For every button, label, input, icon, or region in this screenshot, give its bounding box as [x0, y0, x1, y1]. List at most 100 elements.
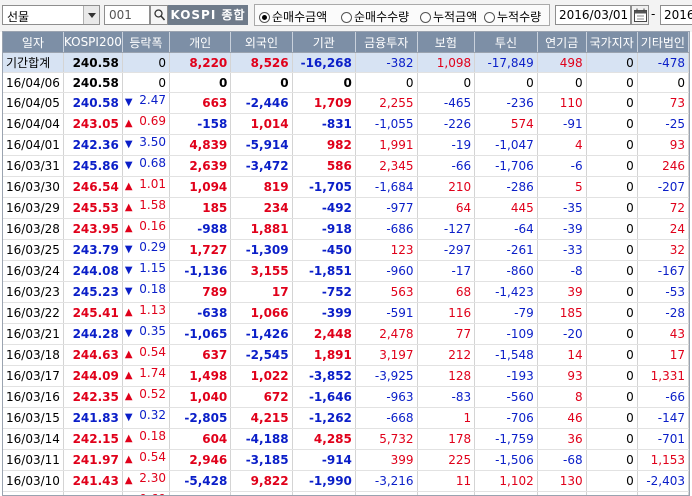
col-header[interactable]: 국가지자: [586, 32, 638, 53]
change-value: 1.15: [139, 261, 166, 275]
cell-inst: -16,268: [292, 52, 356, 73]
cell-trust: -64: [474, 218, 538, 240]
cell-trust: -860: [474, 260, 538, 282]
table-row[interactable]: 16/03/15 241.83 ▼ 0.32 -2,805 4,215 -1,262 -668…: [3, 407, 689, 429]
market-select[interactable]: 선물: [2, 5, 100, 25]
end-date-input[interactable]: 2016/: [660, 5, 692, 25]
table-row[interactable]: 16/03/17 244.09 ▲ 1.74 1,498 1,022 -3,852 -3,92…: [3, 365, 689, 387]
cell-nation: 0: [586, 302, 638, 324]
table-row[interactable]: 16/03/18 244.63 ▲ 0.54 637 -2,545 1,891 3,197 21…: [3, 344, 689, 366]
cell-foreign: -3,472: [230, 155, 293, 177]
cell-fininv: 0: [355, 72, 418, 93]
cell-change: ▲ 0.18: [122, 428, 170, 450]
col-header[interactable]: 등락폭: [122, 32, 170, 53]
cell-kospi200: 240.58: [63, 72, 123, 93]
cell-insur: 225: [417, 449, 476, 471]
triangle-down-icon: ▼: [124, 265, 133, 276]
summary-row[interactable]: 기간합계 240.58 0 8,220 8,526 -16,268 -382 1,098 -17…: [3, 52, 689, 73]
cell-nation: 0: [586, 113, 638, 135]
table-row[interactable]: 16/03/28 243.95 ▲ 0.16 -988 1,881 -918 -686 -127…: [3, 218, 689, 240]
cell-date: 16/03/29: [3, 197, 64, 219]
cell-change: ▲ 1.74: [122, 365, 170, 387]
market-select-value: 선물: [7, 10, 30, 24]
cell-change: ▼ 0.18: [122, 281, 170, 303]
cell-nation: 0: [586, 323, 638, 345]
cell-foreign: 9,822: [230, 470, 293, 492]
col-header[interactable]: 투신: [474, 32, 538, 53]
radio-net-amount[interactable]: 순매수금액: [259, 8, 327, 25]
change-value: 0.54: [139, 450, 166, 464]
calendar-icon: [634, 8, 647, 22]
cell-etc: 72: [637, 197, 689, 219]
table-row[interactable]: 16/03/21 244.28 ▼ 0.35 -1,065 -1,426 2,448 2,47…: [3, 323, 689, 345]
cell-insur: -127: [417, 218, 476, 240]
table-row[interactable]: 16/03/24 244.08 ▼ 1.15 -1,136 3,155 -1,851 -960…: [3, 260, 689, 282]
table-row[interactable]: 16/03/22 245.41 ▲ 1.13 -638 1,066 -399 -591 116-…: [3, 302, 689, 324]
cell-nation: 0: [586, 407, 638, 429]
cell-kospi200: 245.86: [63, 155, 123, 177]
cell-date: 기간합계: [3, 52, 64, 73]
triangle-down-icon: ▼: [124, 160, 133, 171]
cell-pension: 8: [537, 386, 587, 408]
table-row[interactable]: 16/03/09239.13▲0.691283,256-3,711-1,877-…: [3, 491, 689, 495]
cell-inst: -1,705: [292, 176, 356, 198]
triangle-up-icon: ▲: [124, 454, 133, 465]
cell-change: ▲ 0.69: [122, 113, 170, 135]
table-row[interactable]: 16/03/10 241.43 ▲ 2.30 -5,428 9,822 -1,990 -3,2…: [3, 470, 689, 492]
cell-change: ▲ 0.54: [122, 449, 170, 471]
table-row[interactable]: 16/04/06 240.58 0 0 0 0 0 0 0 0 0 0: [3, 72, 689, 93]
col-header[interactable]: 기관: [292, 32, 356, 53]
cell-personal: -1,065: [169, 323, 232, 345]
cell-trust: -560: [474, 386, 538, 408]
table-row[interactable]: 16/04/04 243.05 ▲ 0.69 -158 1,014 -831 -1,055 -2…: [3, 113, 689, 135]
col-header[interactable]: 일자: [3, 32, 64, 53]
table-row[interactable]: 16/03/31 245.86 ▼ 0.68 2,639 -3,472 586 2,345 -6…: [3, 155, 689, 177]
cell-nation: 0: [586, 197, 638, 219]
radio-cum-amount[interactable]: 누적금액: [420, 8, 477, 25]
table-row[interactable]: 16/03/23 245.23 ▼ 0.18 789 17 -752 563 68 -1,423 3…: [3, 281, 689, 303]
radio-label: 순매수금액: [272, 10, 328, 24]
col-header[interactable]: 외국인: [230, 32, 293, 53]
table-row[interactable]: 16/03/16 242.35 ▲ 0.52 1,040 672 -1,646 -963 -83…: [3, 386, 689, 408]
cell-date: 16/03/09: [3, 491, 64, 495]
cell-foreign: 1,014: [230, 113, 293, 135]
cell-nation: 0: [586, 449, 638, 471]
col-header[interactable]: 금융투자: [355, 32, 418, 53]
table-row[interactable]: 16/04/05 240.58 ▼ 2.47 663 -2,446 1,709 2,255 -4…: [3, 92, 689, 114]
cell-foreign: 0: [230, 72, 293, 93]
search-button[interactable]: [150, 5, 168, 25]
cell-insur: 64: [417, 197, 476, 219]
col-header[interactable]: 보험: [417, 32, 476, 53]
cell-pension: 93: [537, 365, 587, 387]
date-range-separator: -: [651, 7, 656, 21]
cell-etc: 1,153: [637, 449, 689, 471]
radio-cum-quantity[interactable]: 누적수량: [484, 8, 541, 25]
cell-etc: 43: [637, 323, 689, 345]
table-row[interactable]: 16/03/11 241.97 ▲ 0.54 2,946 -3,185 -914 399 225…: [3, 449, 689, 471]
start-date-input[interactable]: 2016/03/01: [555, 5, 631, 25]
radio-net-quantity[interactable]: 순매수수량: [341, 8, 409, 25]
cell-etc: -167: [637, 260, 689, 282]
code-input[interactable]: 001: [104, 5, 150, 25]
col-header[interactable]: KOSPI200: [63, 32, 123, 53]
cell-kospi200: 245.41: [63, 302, 123, 324]
table-row[interactable]: 16/04/01 242.36 ▼ 3.50 4,839 -5,914 982 1,991 -1…: [3, 134, 689, 156]
table-row[interactable]: 16/03/29 245.53 ▲ 1.58 185 234 -492 -977 64 445 -3…: [3, 197, 689, 219]
search-icon: [154, 9, 165, 21]
change-value: 0.18: [139, 429, 166, 443]
cell-fininv: -1,877: [355, 491, 418, 495]
table-row[interactable]: 16/03/14 242.15 ▲ 0.18 604 -4,188 4,285 5,732 17…: [3, 428, 689, 450]
change-value: 0.68: [139, 156, 166, 170]
cell-date: 16/03/15: [3, 407, 64, 429]
table-row[interactable]: 16/03/25 243.79 ▼ 0.29 1,727 -1,309 -450 123 -29…: [3, 239, 689, 261]
triangle-down-icon: ▼: [124, 286, 133, 297]
table-row[interactable]: 16/03/30 246.54 ▲ 1.01 1,094 819 -1,705 -1,684 2…: [3, 176, 689, 198]
cell-foreign: 8,526: [230, 52, 293, 73]
col-header[interactable]: 연기금: [537, 32, 587, 53]
cell-date: 16/03/24: [3, 260, 64, 282]
col-header[interactable]: 개인: [169, 32, 232, 53]
calendar-button[interactable]: [631, 5, 649, 25]
col-header[interactable]: 기타법인: [637, 32, 689, 53]
radio-dot-icon: [484, 12, 495, 23]
chevron-down-icon[interactable]: [83, 6, 99, 24]
